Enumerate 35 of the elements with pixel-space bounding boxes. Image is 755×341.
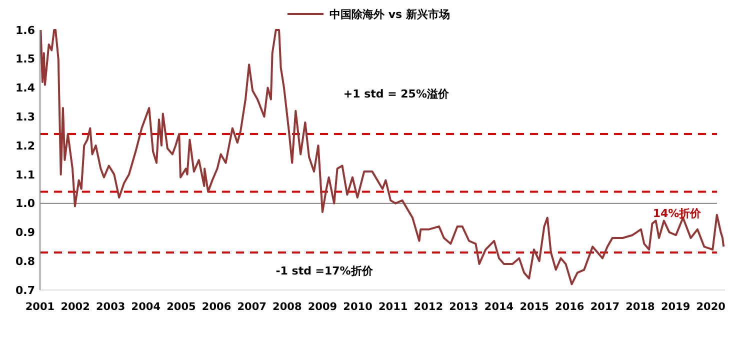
x-tick-label: 2011	[378, 301, 408, 313]
x-tick-label: 2006	[202, 301, 232, 313]
y-tick-label: 1.5	[16, 52, 35, 66]
y-tick-label: 0.8	[16, 254, 35, 268]
y-tick-label: 1.3	[16, 110, 35, 124]
x-tick-label: 2018	[626, 301, 655, 313]
x-tick-label: 2008	[272, 301, 302, 313]
x-tick-label: 2014	[484, 301, 514, 313]
x-tick-label: 2012	[414, 301, 444, 313]
x-tick-label: 2005	[166, 301, 196, 313]
y-tick-label: 1.6	[16, 24, 36, 37]
x-tick-label: 2019	[660, 301, 690, 313]
y-tick-label: 1.0	[16, 197, 36, 210]
x-tick-label: 2003	[96, 301, 126, 313]
y-tick-label: 1.2	[16, 139, 35, 152]
x-tick-label: 2015	[520, 301, 549, 313]
annotation: +1 std = 25%溢价	[343, 88, 450, 101]
x-tick-label: 2020	[696, 301, 726, 313]
y-tick-label: 1.4	[16, 82, 36, 95]
x-tick-label: 2017	[590, 301, 620, 313]
x-tick-label: 2013	[449, 301, 478, 313]
y-tick-label: 1.1	[16, 168, 35, 182]
x-tick-label: 2001	[25, 301, 55, 313]
line-series	[40, 29, 725, 286]
y-tick-label: 0.7	[16, 284, 35, 297]
x-tick-label: 2010	[343, 301, 372, 313]
x-tick-label: 2007	[237, 301, 266, 313]
x-tick-label: 2016	[555, 301, 584, 313]
legend-label: 中国除海外 vs 新兴市场	[330, 8, 450, 21]
x-tick-label: 2009	[308, 301, 338, 313]
x-tick-label: 2002	[60, 301, 90, 313]
annotation: 14%折价	[652, 207, 702, 220]
x-tick-label: 2004	[131, 301, 161, 313]
y-tick-label: 0.9	[16, 226, 35, 240]
annotation: -1 std =17%折价	[276, 264, 374, 278]
